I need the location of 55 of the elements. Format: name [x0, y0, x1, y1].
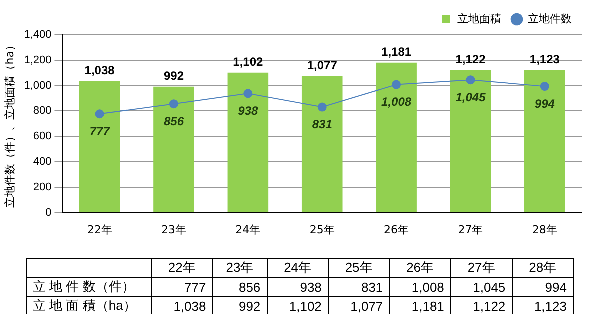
- data-label: 1,038: [84, 63, 116, 78]
- y-tick-label: 200: [33, 181, 52, 194]
- data-label: 992: [164, 69, 184, 84]
- category-label: 26年: [406, 260, 434, 275]
- y-tick-label: 0: [46, 206, 52, 219]
- text: 立 地 面 積（ha）: [26, 296, 152, 314]
- text: 994: [545, 280, 567, 294]
- data-label: 1,102: [233, 55, 264, 70]
- y-axis-title: 立地件数（件）、立地面積（ha）: [3, 40, 16, 208]
- data-label: 1,045: [456, 90, 486, 104]
- text: 立 地 件 数（件）: [26, 278, 152, 296]
- x-tick-label: 24年: [236, 223, 261, 236]
- category-label: 23年: [226, 260, 254, 275]
- text: 1,045: [473, 280, 506, 294]
- y-tick-label: 1,200: [24, 54, 52, 66]
- text: 1,181: [412, 298, 444, 314]
- text: 938: [300, 280, 322, 294]
- data-label: 831: [312, 118, 333, 132]
- data-label: 994: [534, 96, 556, 111]
- text: 1,038: [174, 298, 206, 314]
- text: 1,123: [534, 298, 567, 314]
- data-label: 938: [238, 104, 259, 118]
- category-label: 24年: [284, 260, 312, 275]
- data-label: 1,123: [530, 52, 560, 66]
- text: 1,077: [350, 298, 384, 314]
- y-tick-label: 600: [33, 130, 52, 143]
- data-label: 777: [90, 124, 112, 138]
- x-tick-label: 27年: [458, 223, 484, 236]
- x-tick-label: 28年: [532, 223, 558, 236]
- x-tick-label: 26年: [384, 223, 410, 236]
- legend-label: 立地件数: [528, 12, 572, 26]
- y-tick-label: 1,400: [24, 29, 52, 42]
- data-label: 1,181: [382, 45, 412, 60]
- legend-label: 立地面積: [458, 12, 502, 26]
- text: 856: [238, 280, 261, 294]
- category-label: 27年: [468, 260, 496, 275]
- data-label: 1,122: [456, 52, 486, 67]
- data-label: 856: [164, 114, 184, 128]
- y-tick-label: 800: [33, 105, 52, 118]
- y-tick-label: 1,000: [24, 80, 52, 92]
- x-tick-label: 25年: [310, 223, 335, 236]
- text: 1,122: [473, 298, 506, 314]
- data-label: 1,008: [382, 95, 412, 110]
- x-tick-label: 23年: [162, 223, 186, 236]
- category-label: 25年: [345, 260, 373, 275]
- data-label: 1,077: [307, 58, 338, 72]
- text: 992: [238, 298, 261, 314]
- text: 831: [361, 280, 384, 294]
- y-tick-label: 400: [33, 156, 52, 168]
- category-label: 22年: [168, 260, 196, 275]
- category-label: 28年: [529, 260, 557, 275]
- text: 1,102: [289, 298, 322, 314]
- text: 1,008: [412, 280, 444, 294]
- x-tick-label: 22年: [87, 223, 112, 236]
- text: 777: [184, 280, 206, 294]
